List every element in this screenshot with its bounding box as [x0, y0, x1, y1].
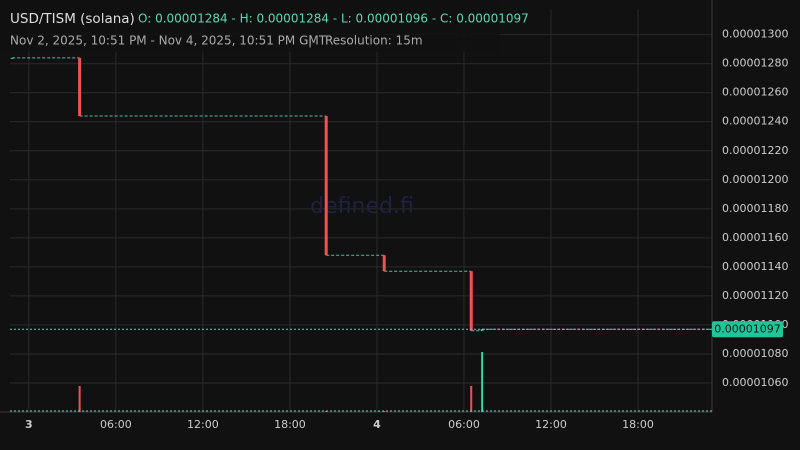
x-tick-label: 12:00: [535, 418, 567, 431]
y-tick-label: 0.00001260: [722, 86, 788, 99]
chart-title: USD/TISM (solana): [10, 11, 135, 27]
candle-body: [469, 271, 473, 331]
volume-bar: [481, 352, 484, 412]
x-tick-label: 18:00: [622, 418, 654, 431]
volume-bar: [470, 386, 473, 412]
candle-body: [480, 329, 484, 331]
candle-body: [78, 57, 82, 116]
y-tick-label: 0.00001160: [722, 231, 788, 244]
y-tick-label: 0.00001300: [722, 28, 788, 41]
x-tick-label: 4: [373, 418, 381, 431]
candle-body: [382, 255, 386, 272]
last-price-label: 0.00001097: [714, 322, 780, 335]
volume-bar: [78, 386, 81, 412]
y-tick-label: 0.00001080: [722, 347, 788, 360]
y-tick-label: 0.00001180: [722, 202, 788, 215]
y-tick-label: 0.00001280: [722, 57, 788, 70]
x-tick-label: 12:00: [187, 418, 219, 431]
x-tick-label: 18:00: [274, 418, 306, 431]
y-tick-label: 0.00001140: [722, 260, 788, 273]
separator: |: [308, 34, 312, 48]
y-tick-label: 0.00001200: [722, 173, 788, 186]
x-tick-label: 06:00: [448, 418, 480, 431]
candle-body: [10, 57, 14, 59]
last-price-box: [712, 321, 783, 338]
ohlc-text: O: 0.00001284 - H: 0.00001284 - L: 0.000…: [138, 12, 529, 26]
y-tick-label: 0.00001060: [722, 376, 788, 389]
candle-body: [324, 115, 328, 256]
y-tick-label: 0.00001120: [722, 289, 788, 302]
resolution: Resolution: 15m: [325, 34, 423, 48]
x-tick-label: 3: [25, 418, 33, 431]
subtitle: Nov 2, 2025, 10:51 PM - Nov 4, 2025, 10:…: [10, 34, 327, 48]
x-tick-label: 06:00: [100, 418, 132, 431]
volume-bar: [383, 411, 386, 412]
y-tick-label: 0.00001240: [722, 115, 788, 128]
y-tick-label: 0.00001220: [722, 144, 788, 157]
header-bg: [0, 0, 500, 52]
